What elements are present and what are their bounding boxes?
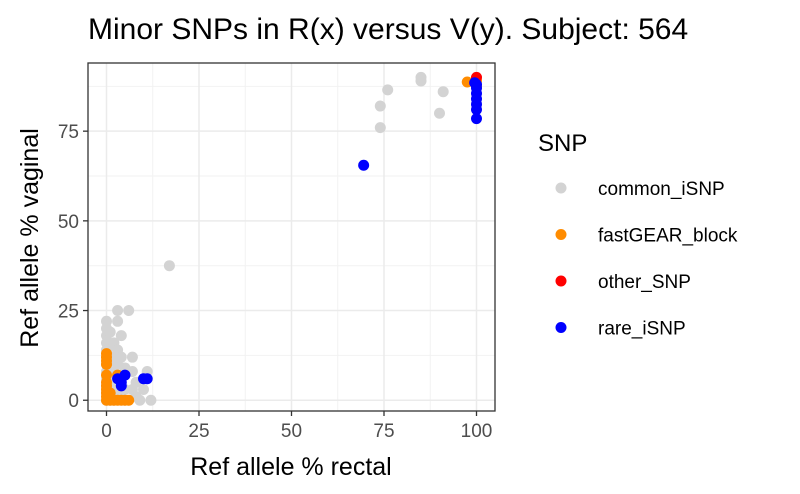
point-common_iSNP [434, 107, 445, 119]
point-rare_iSNP [115, 380, 127, 392]
y-tick-label: 25 [58, 302, 79, 323]
x-axis-title: Ref allele % rectal [190, 453, 391, 481]
legend-key-common_iSNP [555, 182, 567, 194]
y-tick-label: 0 [68, 391, 79, 412]
x-tick-label: 0 [101, 421, 112, 442]
point-rare_iSNP [358, 159, 370, 171]
point-common_iSNP [112, 305, 124, 317]
legend-label-rare_iSNP: rare_iSNP [598, 319, 686, 340]
x-tick-label: 25 [188, 421, 209, 442]
point-rare_iSNP [471, 113, 482, 125]
point-common_iSNP [115, 330, 127, 342]
point-rare_iSNP [469, 77, 481, 89]
legend-key-other_SNP [555, 275, 567, 287]
legend-label-common_iSNP: common_iSNP [598, 179, 725, 200]
point-fastGEAR_block [123, 394, 135, 406]
point-common_iSNP [112, 315, 124, 327]
point-common_iSNP [374, 100, 386, 112]
point-rare_iSNP [141, 373, 153, 385]
point-common_iSNP [374, 122, 386, 134]
legend-key-fastGEAR_block [555, 229, 567, 240]
point-common_iSNP [437, 86, 449, 98]
point-common_iSNP [126, 351, 138, 363]
y-tick-label: 50 [58, 212, 79, 233]
legend-title: SNP [538, 130, 587, 157]
point-common_iSNP [104, 326, 116, 338]
x-tick-label: 50 [281, 421, 302, 442]
point-rare_iSNP [119, 369, 131, 381]
y-axis-title: Ref allele % vaginal [16, 128, 44, 348]
point-common_iSNP [382, 84, 394, 96]
plot-area: 0 25 50 75 100 0 25 50 75 [58, 62, 496, 442]
chart-title: Minor SNPs in R(x) versus V(y). Subject:… [88, 13, 688, 46]
legend-key-rare_iSNP [555, 322, 567, 333]
legend-label-fastGEAR_block: fastGEAR_block [598, 226, 738, 247]
x-tick-label: 75 [373, 421, 394, 442]
legend-label-other_SNP: other_SNP [598, 272, 691, 293]
point-common_iSNP [134, 394, 146, 406]
point-common_iSNP [145, 394, 157, 406]
point-common_iSNP [123, 305, 135, 317]
x-tick-label: 100 [461, 421, 493, 442]
point-common_iSNP [163, 260, 175, 272]
point-fastGEAR_block [101, 358, 112, 370]
point-common_iSNP [138, 383, 149, 395]
point-common_iSNP [115, 351, 127, 363]
point-common_iSNP [415, 71, 427, 83]
y-tick-label: 75 [58, 122, 79, 143]
legend: SNP common_iSNP fastGEAR_block other_SNPra… [538, 130, 738, 340]
